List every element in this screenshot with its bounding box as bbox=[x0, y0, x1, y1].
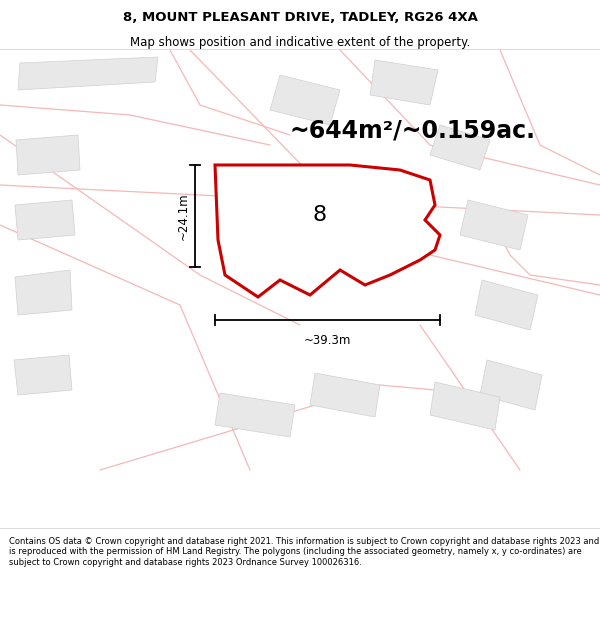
Polygon shape bbox=[310, 373, 380, 417]
Polygon shape bbox=[370, 60, 438, 105]
Polygon shape bbox=[15, 200, 75, 240]
Polygon shape bbox=[18, 57, 158, 90]
Polygon shape bbox=[230, 212, 300, 247]
Text: 8, MOUNT PLEASANT DRIVE, TADLEY, RG26 4XA: 8, MOUNT PLEASANT DRIVE, TADLEY, RG26 4X… bbox=[122, 11, 478, 24]
Polygon shape bbox=[215, 393, 295, 437]
Polygon shape bbox=[480, 360, 542, 410]
Polygon shape bbox=[16, 135, 80, 175]
Polygon shape bbox=[430, 125, 490, 170]
Text: ~644m²/~0.159ac.: ~644m²/~0.159ac. bbox=[290, 118, 536, 142]
Polygon shape bbox=[475, 280, 538, 330]
Text: Map shows position and indicative extent of the property.: Map shows position and indicative extent… bbox=[130, 36, 470, 49]
Polygon shape bbox=[430, 382, 500, 430]
Polygon shape bbox=[15, 270, 72, 315]
Text: ~39.3m: ~39.3m bbox=[304, 334, 351, 347]
Text: 8: 8 bbox=[313, 205, 327, 225]
Polygon shape bbox=[270, 75, 340, 125]
Polygon shape bbox=[215, 165, 440, 297]
Polygon shape bbox=[14, 355, 72, 395]
Polygon shape bbox=[460, 200, 528, 250]
Text: Contains OS data © Crown copyright and database right 2021. This information is : Contains OS data © Crown copyright and d… bbox=[9, 537, 599, 567]
Text: ~24.1m: ~24.1m bbox=[176, 192, 190, 240]
